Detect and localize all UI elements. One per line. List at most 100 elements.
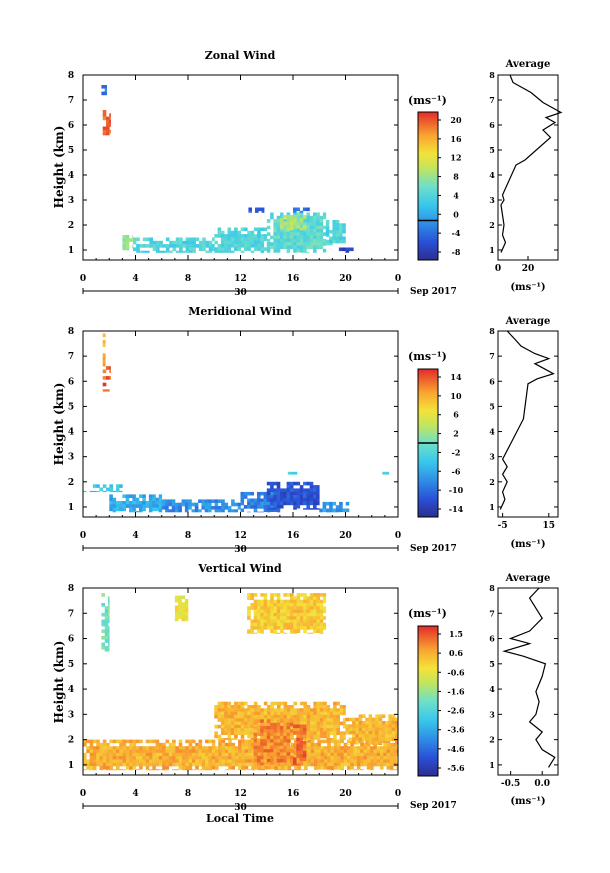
heatmap-cell	[181, 595, 186, 600]
heatmap-cell	[296, 232, 301, 236]
heatmap-cell	[319, 626, 324, 630]
heatmap-cell	[227, 738, 232, 740]
heatmap-cell	[319, 593, 324, 597]
heatmap-cell	[224, 742, 229, 747]
heatmap-cell	[303, 714, 307, 719]
heatmap-cell	[270, 603, 274, 607]
heatmap-cell	[307, 756, 311, 760]
heatmap-cell	[270, 752, 274, 756]
heatmap-cell	[260, 726, 264, 730]
heatmap-cell	[337, 762, 341, 767]
heatmap-cell	[276, 593, 281, 597]
heatmap-cell	[339, 236, 343, 241]
heatmap-cell	[296, 612, 301, 617]
heatmap-cell	[178, 749, 183, 754]
heatmap-cell	[253, 237, 258, 241]
heatmap-cell	[313, 714, 317, 719]
heatmap-cell	[380, 766, 384, 770]
heatmap-cell	[109, 766, 113, 770]
heatmap-cell	[283, 603, 287, 607]
heatmap-cell	[179, 247, 183, 251]
heatmap-cell	[214, 240, 218, 245]
heatmap-cell	[238, 756, 242, 760]
heatmap-cell	[248, 746, 252, 750]
heatmap-cell	[217, 250, 222, 253]
y-tick-label: 5	[68, 146, 74, 156]
heatmap-cell	[263, 609, 268, 614]
heatmap-cell	[362, 724, 366, 728]
heatmap-cell	[234, 714, 238, 719]
heatmap-cell	[296, 235, 301, 240]
heatmap-cell	[316, 622, 320, 627]
heatmap-cell	[248, 769, 252, 771]
heatmap-cell	[253, 612, 258, 617]
heatmap-cell	[227, 724, 232, 729]
heatmap-cell	[314, 746, 318, 750]
heatmap-cell	[325, 243, 330, 246]
heatmap-cell	[316, 724, 321, 729]
heatmap-cell	[112, 762, 117, 767]
heatmap-cell	[214, 509, 219, 513]
heatmap-cell	[215, 766, 219, 770]
heatmap-cell	[350, 759, 354, 763]
heatmap-cell	[243, 495, 248, 499]
heatmap-cell	[109, 487, 113, 492]
heatmap-cell	[320, 739, 325, 744]
heatmap-cell	[136, 244, 140, 248]
heatmap-cell	[139, 756, 143, 760]
heatmap-cell	[393, 759, 397, 763]
heatmap-cell	[266, 719, 271, 723]
heatmap-cell	[108, 632, 110, 637]
heatmap-cell	[313, 498, 317, 502]
heatmap-cell	[227, 227, 232, 232]
heatmap-cell	[129, 746, 133, 750]
heatmap-cell	[363, 742, 368, 747]
heatmap-cell	[303, 219, 307, 223]
average-y-tick-label: 1	[489, 760, 495, 770]
heatmap-cell	[296, 488, 301, 492]
heatmap-cell	[89, 756, 94, 760]
heatmap-cell	[276, 508, 281, 510]
heatmap-cell	[250, 731, 255, 735]
heatmap-cell	[309, 616, 314, 620]
heatmap-cell	[323, 708, 327, 712]
heatmap-cell	[303, 224, 307, 229]
heatmap-cell	[263, 498, 268, 503]
heatmap-cell	[280, 238, 284, 243]
heatmap-cell	[277, 708, 281, 712]
heatmap-cell	[155, 759, 160, 763]
heatmap-cell	[181, 605, 186, 610]
heatmap-cell	[325, 239, 330, 244]
heatmap-cell	[286, 235, 291, 240]
heatmap-cell	[214, 247, 218, 251]
heatmap-cell	[250, 619, 254, 624]
heatmap-cell	[201, 746, 206, 750]
heatmap-cell	[205, 766, 209, 770]
colorbar-tick-label: -1.6	[447, 686, 465, 696]
heatmap-cell	[306, 508, 310, 510]
heatmap-cell	[296, 754, 300, 758]
heatmap-cell	[283, 224, 287, 229]
heatmap-cell	[277, 714, 281, 719]
heatmap-cell	[250, 596, 254, 600]
heatmap-cell	[335, 226, 340, 231]
heatmap-cell	[250, 711, 255, 716]
heatmap-cell	[257, 501, 261, 506]
heatmap-cell	[247, 596, 251, 600]
heatmap-cell	[119, 501, 123, 505]
heatmap-cell	[293, 711, 298, 716]
heatmap-cell	[104, 616, 109, 620]
colorbar-tick-label: 2	[453, 429, 459, 439]
heatmap-cell	[326, 728, 331, 732]
y-tick-label: 6	[68, 635, 74, 645]
heatmap-cell	[178, 766, 183, 770]
heatmap-cell	[342, 247, 346, 252]
heatmap-cell	[306, 728, 311, 732]
heatmap-cell	[306, 619, 311, 624]
heatmap-cell	[184, 499, 189, 503]
heatmap-cell	[135, 756, 140, 760]
heatmap-cell	[310, 714, 314, 719]
heatmap-cell	[257, 626, 261, 630]
heatmap-cell	[171, 499, 176, 503]
heatmap-cell	[253, 603, 258, 607]
